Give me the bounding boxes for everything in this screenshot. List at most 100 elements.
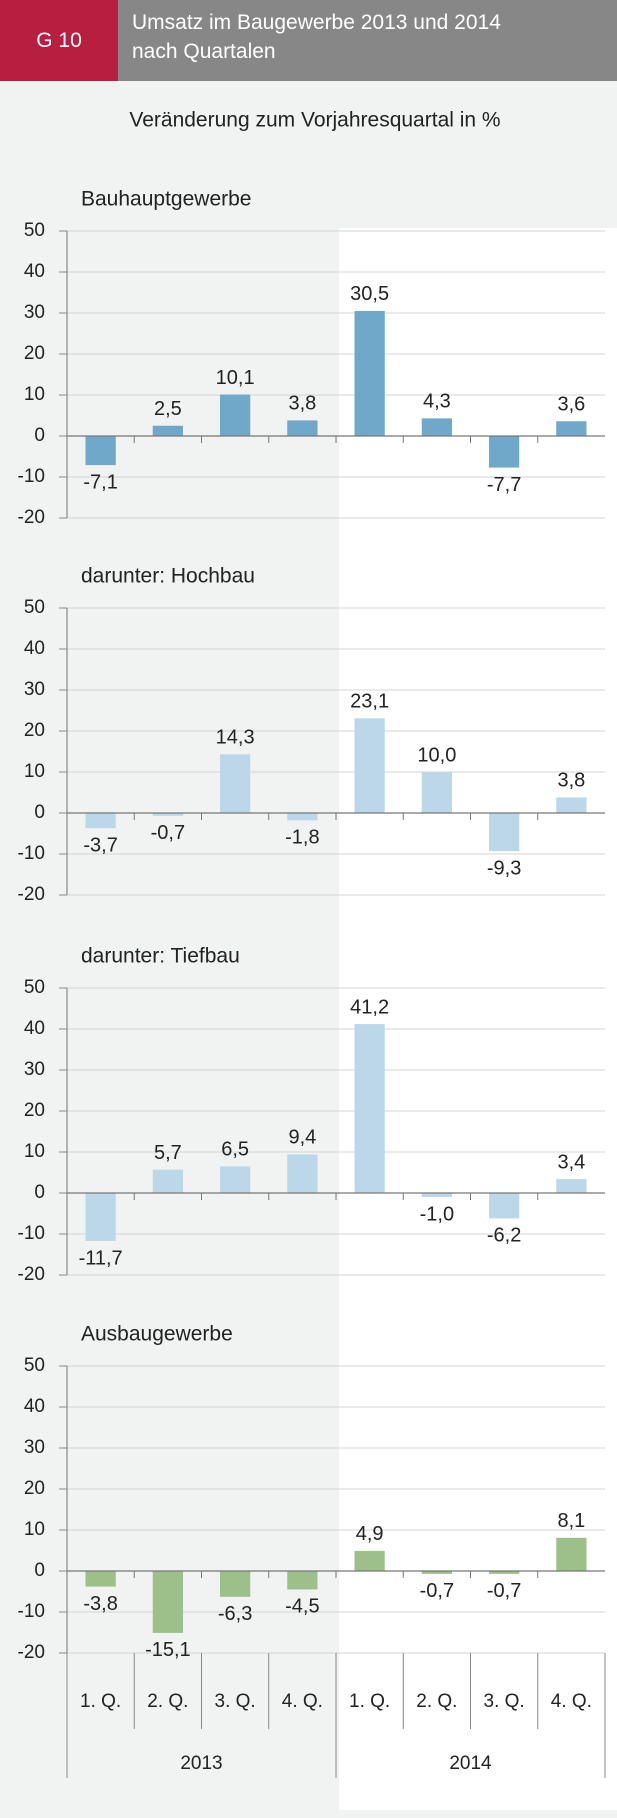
x-tick-label: 3. Q. xyxy=(484,1691,525,1712)
value-label: 5,7 xyxy=(154,1142,182,1164)
x-tick-label: 2. Q. xyxy=(416,1691,457,1712)
y-tick-label: 50 xyxy=(24,1355,45,1376)
y-tick-label: 30 xyxy=(24,679,45,700)
x-tick-label: 2. Q. xyxy=(147,1691,188,1712)
bar xyxy=(85,436,116,466)
value-label: -0,7 xyxy=(487,1580,521,1602)
badge: G 10 xyxy=(0,0,118,81)
bar xyxy=(488,436,520,468)
y-tick-label: 0 xyxy=(34,802,45,823)
y-tick-label: 40 xyxy=(24,1018,45,1039)
y-tick-label: -10 xyxy=(18,1601,45,1622)
group-label: 2013 xyxy=(180,1753,222,1774)
subtitle: Veränderung zum Vorjahresquartal in % xyxy=(129,109,500,132)
value-label: -6,3 xyxy=(218,1603,252,1625)
value-label: 3,8 xyxy=(288,393,316,415)
y-tick-label: 0 xyxy=(34,425,45,446)
value-label: -4,5 xyxy=(285,1596,319,1618)
y-tick-label: 0 xyxy=(34,1182,45,1203)
bar xyxy=(421,1571,453,1574)
y-tick-label: 50 xyxy=(24,597,45,618)
x-tick-label: 1. Q. xyxy=(349,1691,390,1712)
value-label: -0,7 xyxy=(420,1580,454,1602)
y-tick-label: 30 xyxy=(24,1059,45,1080)
value-label: 14,3 xyxy=(216,727,255,749)
value-label: -3,7 xyxy=(83,834,117,856)
x-tick-label: 3. Q. xyxy=(215,1691,256,1712)
value-label: 10,1 xyxy=(216,367,255,389)
y-tick-label: -20 xyxy=(18,1642,45,1663)
year-panel xyxy=(339,228,617,1810)
chart-title: Ausbaugewerbe xyxy=(81,1323,233,1346)
value-label: 9,4 xyxy=(288,1127,316,1149)
y-tick-label: 50 xyxy=(24,220,45,241)
value-label: 30,5 xyxy=(350,283,389,305)
y-tick-label: -10 xyxy=(18,843,45,864)
bar xyxy=(488,813,520,852)
bar xyxy=(421,418,453,436)
y-tick-label: -20 xyxy=(18,884,45,905)
y-tick-label: 40 xyxy=(24,1396,45,1417)
y-tick-label: 0 xyxy=(34,1560,45,1581)
bar xyxy=(488,1193,520,1219)
bar xyxy=(556,1179,587,1193)
value-label: -11,7 xyxy=(79,1247,123,1269)
value-label: -1,0 xyxy=(420,1203,454,1225)
value-label: 3,6 xyxy=(557,394,585,416)
value-label: -1,8 xyxy=(285,827,319,849)
chart-title: darunter: Hochbau xyxy=(81,565,255,588)
bar xyxy=(152,1169,184,1193)
bar xyxy=(219,394,251,436)
value-label: 8,1 xyxy=(557,1510,585,1532)
title: Umsatz im Baugewerbe 2013 und 2014 nach … xyxy=(132,11,501,63)
bar xyxy=(152,425,184,436)
bar xyxy=(421,772,453,813)
value-label: -6,2 xyxy=(487,1225,521,1247)
y-tick-label: 40 xyxy=(24,261,45,282)
value-label: 10,0 xyxy=(417,744,456,766)
y-tick-label: -10 xyxy=(18,466,45,487)
bar xyxy=(219,754,251,813)
y-tick-label: 20 xyxy=(24,343,45,364)
bar xyxy=(85,1571,116,1587)
y-tick-label: 20 xyxy=(24,1100,45,1121)
value-label: -3,8 xyxy=(83,1593,117,1615)
y-tick-label: -10 xyxy=(18,1223,45,1244)
bar xyxy=(219,1166,251,1193)
y-tick-label: 30 xyxy=(24,302,45,323)
value-label: 4,9 xyxy=(356,1523,384,1545)
bar xyxy=(287,1571,318,1590)
y-tick-label: 40 xyxy=(24,638,45,659)
bar xyxy=(152,1571,184,1633)
y-tick-label: -20 xyxy=(18,1264,45,1285)
y-tick-label: 30 xyxy=(24,1437,45,1458)
x-tick-label: 1. Q. xyxy=(80,1691,121,1712)
value-label: 6,5 xyxy=(221,1139,249,1161)
bar xyxy=(85,813,116,829)
value-label: -7,1 xyxy=(83,471,117,493)
value-label: 2,5 xyxy=(154,398,182,420)
bar xyxy=(152,813,184,816)
group-label: 2014 xyxy=(449,1753,492,1774)
bar xyxy=(219,1571,251,1597)
bar xyxy=(287,813,318,821)
title-bar: Umsatz im Baugewerbe 2013 und 2014 nach … xyxy=(118,0,617,81)
y-tick-label: 10 xyxy=(24,1519,45,1540)
chart-title: darunter: Tiefbau xyxy=(81,945,240,968)
y-tick-label: 10 xyxy=(24,384,45,405)
x-tick-label: 4. Q. xyxy=(282,1691,323,1712)
y-tick-label: 10 xyxy=(24,1141,45,1162)
chart-title: Bauhauptgewerbe xyxy=(81,188,251,211)
value-label: 4,3 xyxy=(423,391,451,413)
y-tick-label: 50 xyxy=(24,977,45,998)
bar xyxy=(287,420,318,436)
x-tick-label: 4. Q. xyxy=(551,1691,592,1712)
y-tick-label: 20 xyxy=(24,720,45,741)
value-label: -7,7 xyxy=(487,474,521,496)
value-label: 3,4 xyxy=(557,1151,585,1173)
y-tick-label: 20 xyxy=(24,1478,45,1499)
bar xyxy=(556,1537,587,1571)
bar xyxy=(85,1193,116,1241)
value-label: -9,3 xyxy=(487,857,521,879)
